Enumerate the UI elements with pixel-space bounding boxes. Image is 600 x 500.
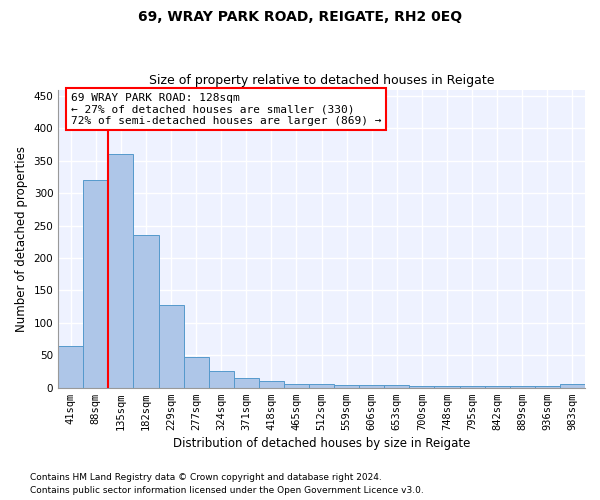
Bar xyxy=(560,384,585,388)
Text: Contains HM Land Registry data © Crown copyright and database right 2024.
Contai: Contains HM Land Registry data © Crown c… xyxy=(30,474,424,495)
Bar xyxy=(184,356,209,388)
Bar xyxy=(259,381,284,388)
Bar xyxy=(309,384,334,388)
Text: 69 WRAY PARK ROAD: 128sqm
← 27% of detached houses are smaller (330)
72% of semi: 69 WRAY PARK ROAD: 128sqm ← 27% of detac… xyxy=(71,93,381,126)
Bar xyxy=(109,154,133,388)
Bar xyxy=(535,386,560,388)
Title: Size of property relative to detached houses in Reigate: Size of property relative to detached ho… xyxy=(149,74,494,87)
Bar xyxy=(409,386,434,388)
Bar xyxy=(485,386,510,388)
Bar xyxy=(83,180,109,388)
Bar xyxy=(58,346,83,388)
Bar xyxy=(334,385,359,388)
Bar xyxy=(510,386,535,388)
X-axis label: Distribution of detached houses by size in Reigate: Distribution of detached houses by size … xyxy=(173,437,470,450)
Bar xyxy=(209,372,234,388)
Bar xyxy=(359,385,385,388)
Bar xyxy=(284,384,309,388)
Bar xyxy=(133,236,158,388)
Text: 69, WRAY PARK ROAD, REIGATE, RH2 0EQ: 69, WRAY PARK ROAD, REIGATE, RH2 0EQ xyxy=(138,10,462,24)
Bar xyxy=(234,378,259,388)
Y-axis label: Number of detached properties: Number of detached properties xyxy=(15,146,28,332)
Bar xyxy=(460,386,485,388)
Bar xyxy=(434,386,460,388)
Bar xyxy=(158,304,184,388)
Bar xyxy=(385,385,409,388)
